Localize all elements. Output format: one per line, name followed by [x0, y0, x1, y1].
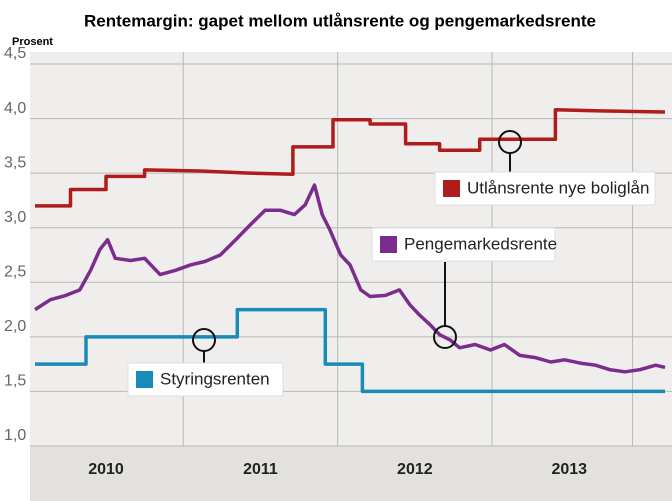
legend-label: Pengemarkedsrente: [404, 234, 557, 253]
callout-circle: [498, 130, 522, 154]
y-tick-label: 3,0: [4, 209, 26, 226]
legend-swatch: [380, 236, 397, 253]
legend: Utlånsrente nye boliglån Pengemarkedsrent…: [127, 171, 656, 397]
y-tick-label: 1,0: [4, 427, 26, 444]
callout-circle: [433, 325, 457, 349]
x-axis-band: [30, 446, 672, 501]
x-tick-label: 2012: [397, 461, 433, 478]
legend-box: [371, 227, 556, 262]
lines: [34, 108, 666, 394]
y-tick-label: 4,5: [4, 45, 26, 62]
y-tick-label: 1,5: [4, 373, 26, 390]
chart-title: Rentemargin: gapet mellom utlånsrente og…: [84, 11, 596, 30]
legend-box: [434, 171, 656, 206]
callouts: [192, 130, 522, 364]
legend-swatch: [136, 371, 153, 388]
y-tick-label: 2,0: [4, 318, 26, 335]
legend-label: Utlånsrente nye boliglån: [467, 178, 649, 197]
y-tick-label: 3,5: [4, 154, 26, 171]
series-line: [35, 108, 666, 208]
x-tick-label: 2013: [551, 461, 587, 478]
legend-box: [127, 362, 284, 397]
x-tick-label: 2011: [243, 461, 278, 478]
y-tick-label: 4,0: [4, 100, 26, 117]
series-line: [35, 307, 665, 394]
x-tick-label: 2010: [88, 461, 124, 478]
legend-label: Styringsrenten: [160, 369, 270, 388]
callout-circle: [192, 328, 216, 352]
y-tick-label: 2,5: [4, 264, 26, 281]
series-line: [34, 183, 666, 374]
y-axis-label: Prosent: [12, 36, 53, 48]
legend-swatch: [443, 180, 460, 197]
